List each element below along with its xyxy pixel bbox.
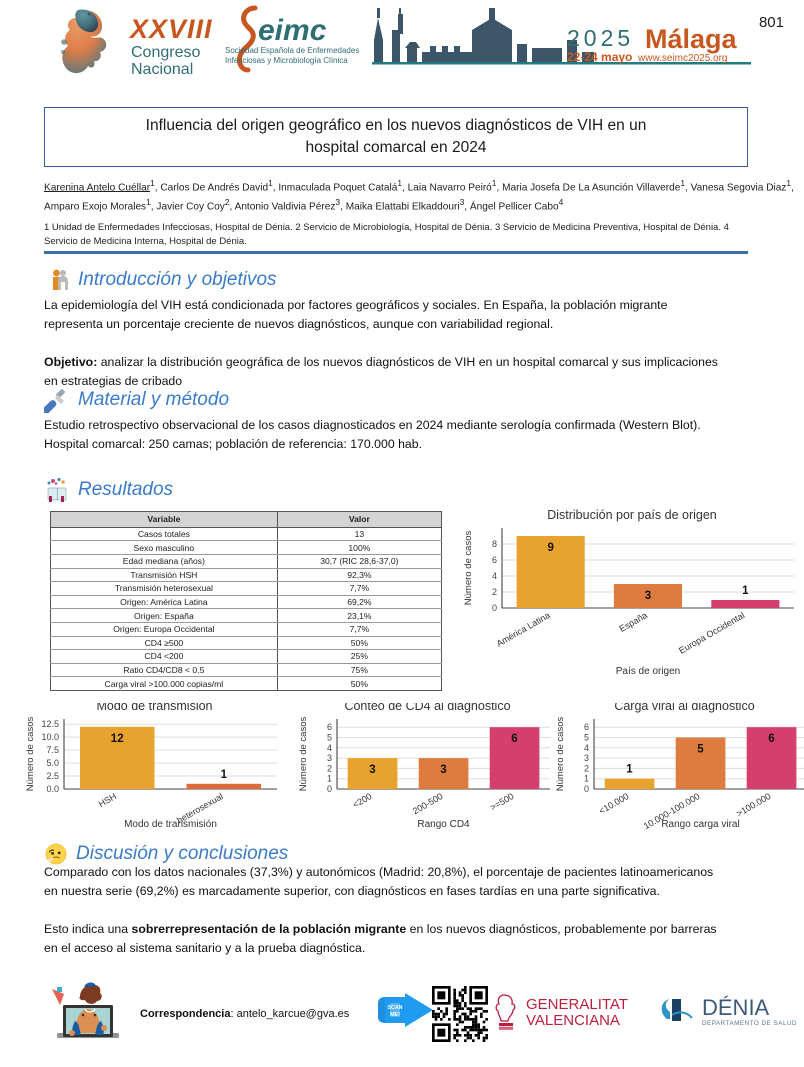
svg-text:XXVIII: XXVIII xyxy=(128,14,213,44)
svg-text:eimc: eimc xyxy=(258,14,327,47)
svg-text:5: 5 xyxy=(584,733,589,743)
svg-text:200-500: 200-500 xyxy=(411,791,445,816)
svg-text:HSH: HSH xyxy=(97,791,118,809)
svg-text:1: 1 xyxy=(584,774,589,784)
svg-text:Rango CD4: Rango CD4 xyxy=(417,819,470,830)
svg-text:Número de casos: Número de casos xyxy=(463,531,474,606)
svg-text:5: 5 xyxy=(697,744,704,756)
svg-text:6: 6 xyxy=(768,733,774,745)
svg-text:DEPARTAMENTO DE SALUD: DEPARTAMENTO DE SALUD xyxy=(702,1020,797,1027)
svg-text:8: 8 xyxy=(492,539,497,549)
svg-text:12.5: 12.5 xyxy=(41,719,59,729)
svg-text:6: 6 xyxy=(511,733,517,745)
svg-text:2: 2 xyxy=(327,763,332,773)
svg-text:3: 3 xyxy=(369,764,375,776)
svg-text:Número de casos: Número de casos xyxy=(298,717,309,792)
svg-text:10.0: 10.0 xyxy=(41,732,59,742)
svg-text:4: 4 xyxy=(327,743,332,753)
svg-text:2025: 2025 xyxy=(567,25,634,51)
svg-text:<200: <200 xyxy=(351,791,374,810)
svg-text:América Latina: América Latina xyxy=(495,610,552,649)
svg-text:Modo de transmisión: Modo de transmisión xyxy=(124,819,217,830)
svg-text:2: 2 xyxy=(584,763,589,773)
svg-text:Rango carga viral: Rango carga viral xyxy=(661,819,739,830)
svg-text:Conteo de CD4 al diagnóstico: Conteo de CD4 al diagnóstico xyxy=(344,703,510,713)
svg-text:0: 0 xyxy=(327,784,332,794)
svg-text:GENERALITAT: GENERALITAT xyxy=(526,996,628,1013)
svg-text:DÉNIA: DÉNIA xyxy=(702,995,770,1020)
svg-text:VALENCIANA: VALENCIANA xyxy=(526,1012,620,1029)
svg-text:www.seimc2025.org: www.seimc2025.org xyxy=(637,53,727,64)
svg-text:1: 1 xyxy=(742,585,749,597)
svg-text:4: 4 xyxy=(584,743,589,753)
svg-text:12: 12 xyxy=(111,733,124,745)
svg-text:España: España xyxy=(618,610,649,634)
svg-text:ME!: ME! xyxy=(390,1012,400,1018)
svg-text:6: 6 xyxy=(584,722,589,732)
svg-text:>100.000: >100.000 xyxy=(735,791,773,819)
svg-text:4: 4 xyxy=(492,571,497,581)
svg-text:6: 6 xyxy=(492,555,497,565)
svg-text:Nacional: Nacional xyxy=(131,61,193,78)
svg-text:5: 5 xyxy=(327,733,332,743)
svg-text:Modo de transmisión: Modo de transmisión xyxy=(96,703,212,713)
svg-text:Número de casos: Número de casos xyxy=(555,717,566,792)
svg-text:Málaga: Málaga xyxy=(645,24,738,54)
svg-text:2: 2 xyxy=(492,587,497,597)
svg-text:1: 1 xyxy=(327,774,332,784)
svg-text:1: 1 xyxy=(221,769,228,781)
svg-text:3: 3 xyxy=(584,753,589,763)
svg-text:SCAN: SCAN xyxy=(387,1005,402,1011)
svg-text:0.0: 0.0 xyxy=(46,784,59,794)
svg-text:Correspondencia: antelo_karcue: Correspondencia: antelo_karcue@gva.es xyxy=(140,1008,350,1020)
svg-text:9: 9 xyxy=(547,542,553,554)
svg-text:1: 1 xyxy=(626,764,633,776)
svg-text:Distribución por país de orige: Distribución por país de origen xyxy=(547,508,717,522)
svg-text:3: 3 xyxy=(327,753,332,763)
svg-text:3: 3 xyxy=(440,764,446,776)
svg-text:Sociedad Española de Enfermeda: Sociedad Española de Enfermedades xyxy=(225,46,359,55)
svg-text:Congreso: Congreso xyxy=(131,44,200,61)
svg-text:Carga viral al diagnóstico: Carga viral al diagnóstico xyxy=(614,703,754,713)
svg-text:Europa Occidental: Europa Occidental xyxy=(677,610,746,656)
svg-text:Infecciosas y Microbiología Cl: Infecciosas y Microbiología Clínica xyxy=(225,56,348,65)
svg-text:>=500: >=500 xyxy=(488,791,515,812)
svg-text:3: 3 xyxy=(645,590,651,602)
svg-text:6: 6 xyxy=(327,722,332,732)
svg-text:2.5: 2.5 xyxy=(46,771,59,781)
svg-text:País de origen: País de origen xyxy=(616,666,681,677)
svg-text:5.0: 5.0 xyxy=(46,758,59,768)
svg-text:<10.000: <10.000 xyxy=(597,791,630,816)
svg-text:22-24 mayo: 22-24 mayo xyxy=(567,50,632,64)
svg-text:Número de casos: Número de casos xyxy=(25,717,36,792)
svg-text:7.5: 7.5 xyxy=(46,745,59,755)
svg-text:0: 0 xyxy=(492,603,497,613)
svg-text:0: 0 xyxy=(584,784,589,794)
